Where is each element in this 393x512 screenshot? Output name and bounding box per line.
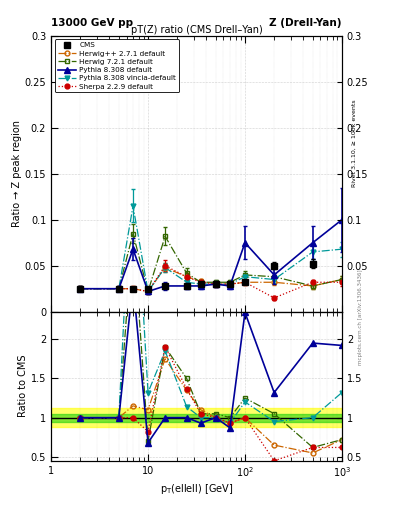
Text: mcplots.cern.ch [arXiv:1306.3436]: mcplots.cern.ch [arXiv:1306.3436] xyxy=(358,270,363,365)
Bar xyxy=(51,414,342,421)
X-axis label: $\mathregular{p_T(ellell)\ [GeV]}$: $\mathregular{p_T(ellell)\ [GeV]}$ xyxy=(160,482,233,496)
Bar xyxy=(51,408,342,427)
Text: 13000 GeV pp: 13000 GeV pp xyxy=(51,18,133,28)
Y-axis label: Ratio to CMS: Ratio to CMS xyxy=(18,355,28,417)
Legend: CMS, Herwig++ 2.7.1 default, Herwig 7.2.1 default, Pythia 8.308 default, Pythia : CMS, Herwig++ 2.7.1 default, Herwig 7.2.… xyxy=(55,39,179,92)
Text: Rivet 3.1.10, ≥ 100k events: Rivet 3.1.10, ≥ 100k events xyxy=(352,99,357,187)
Text: Z (Drell-Yan): Z (Drell-Yan) xyxy=(270,18,342,28)
Title: pT(Z) ratio (CMS Drell–Yan): pT(Z) ratio (CMS Drell–Yan) xyxy=(130,25,263,35)
Y-axis label: Ratio → Z peak region: Ratio → Z peak region xyxy=(12,120,22,227)
